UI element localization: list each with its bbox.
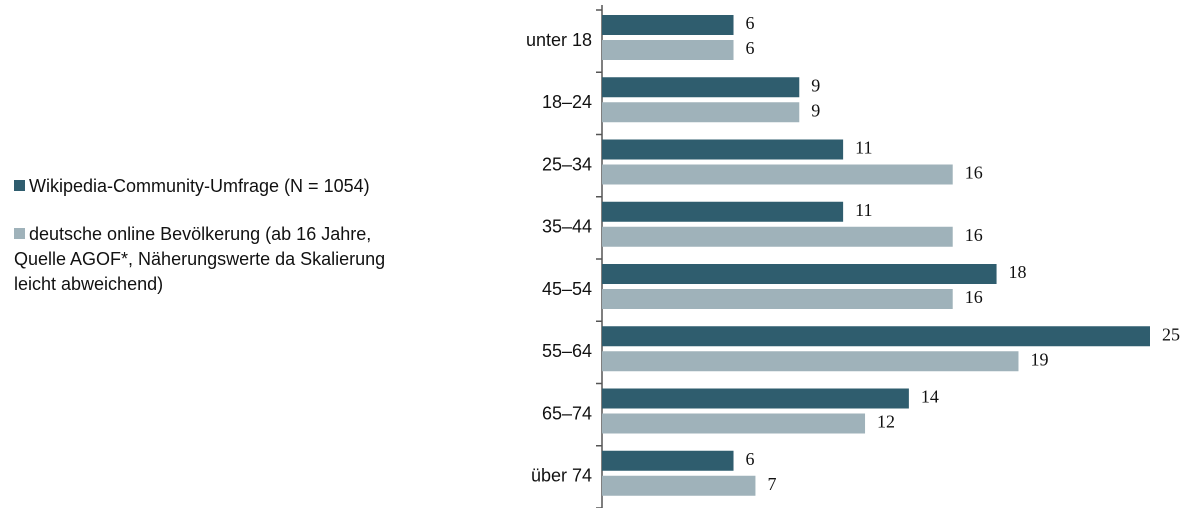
- value-label: 16: [965, 163, 983, 183]
- legend-item: Wikipedia-Community-Umfrage (N = 1054): [14, 174, 404, 199]
- bar: [602, 450, 734, 471]
- value-label: 9: [811, 100, 820, 120]
- legend: Wikipedia-Community-Umfrage (N = 1054) de…: [14, 174, 404, 320]
- y-tick-label: 25–34: [542, 154, 592, 174]
- value-label: 14: [921, 387, 939, 407]
- value-label: 6: [746, 38, 755, 58]
- y-tick-label: unter 18: [526, 30, 592, 50]
- value-label: 16: [965, 225, 983, 245]
- bar: [602, 164, 953, 185]
- y-tick-label: über 74: [531, 466, 592, 486]
- value-label: 11: [855, 138, 872, 158]
- value-label: 12: [877, 412, 895, 432]
- bar: [602, 102, 800, 123]
- bar: [602, 139, 844, 160]
- value-label: 25: [1162, 324, 1180, 344]
- bar: [602, 15, 734, 35]
- y-tick-label: 45–54: [542, 279, 592, 299]
- legend-label: Wikipedia-Community-Umfrage (N = 1054): [29, 176, 370, 196]
- value-label: 6: [746, 13, 755, 33]
- legend-label: deutsche online Bevölkerung (ab 16 Jahre…: [14, 224, 386, 294]
- bar: [602, 264, 997, 284]
- legend-swatch: [14, 180, 25, 191]
- value-label: 19: [1030, 349, 1048, 369]
- bar: [602, 201, 844, 222]
- bar: [602, 226, 953, 247]
- value-label: 11: [855, 200, 872, 220]
- value-label: 9: [811, 75, 820, 95]
- y-tick-label: 35–44: [542, 217, 592, 237]
- bar: [602, 289, 953, 309]
- bar: [602, 326, 1150, 347]
- bar: [602, 475, 756, 496]
- y-tick-label: 18–24: [542, 92, 592, 112]
- bar: [602, 388, 909, 409]
- value-label: 7: [767, 474, 776, 494]
- bar: [602, 413, 866, 434]
- value-label: 16: [965, 287, 983, 307]
- value-label: 6: [746, 449, 755, 469]
- y-tick-label: 65–74: [542, 403, 592, 423]
- y-tick-label: 55–64: [542, 341, 592, 361]
- bar: [602, 351, 1019, 372]
- value-label: 18: [1009, 262, 1027, 282]
- bar: [602, 40, 734, 60]
- legend-item: deutsche online Bevölkerung (ab 16 Jahre…: [14, 222, 404, 297]
- legend-swatch: [14, 228, 25, 239]
- bar: [602, 77, 800, 98]
